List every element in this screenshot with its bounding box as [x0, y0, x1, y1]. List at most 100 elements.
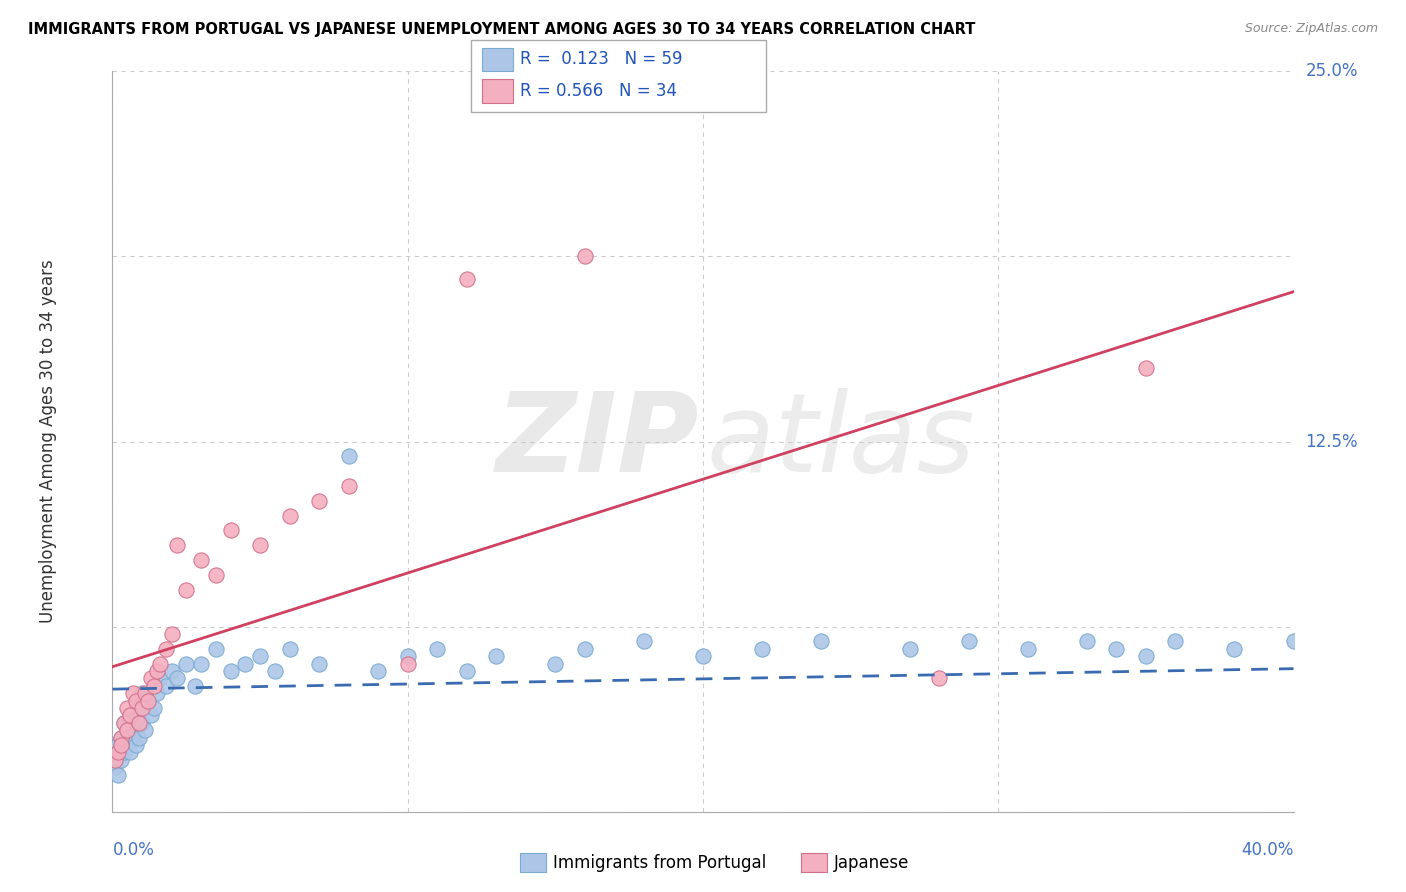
Point [122, 723, 145, 738]
Point [120, 746, 142, 760]
Text: Unemployment Among Ages 30 to 34 years: Unemployment Among Ages 30 to 34 years [38, 260, 56, 624]
Text: R =  0.123   N = 59: R = 0.123 N = 59 [520, 50, 683, 68]
Point [692, 649, 714, 664]
Point [134, 686, 156, 700]
Point [142, 679, 165, 693]
Point [131, 686, 153, 700]
Point [139, 672, 162, 686]
Point [574, 641, 596, 656]
Point [128, 715, 150, 730]
Point [120, 708, 142, 723]
Point [117, 701, 138, 715]
Point [190, 553, 212, 567]
Point [134, 723, 156, 738]
Point [146, 686, 169, 700]
Point [120, 708, 142, 723]
Point [928, 672, 950, 686]
Point [142, 701, 165, 715]
Text: 25.0%: 25.0% [1305, 62, 1358, 80]
Text: Immigrants from Portugal: Immigrants from Portugal [553, 854, 766, 871]
Point [184, 679, 207, 693]
Point [205, 567, 228, 582]
Text: ZIP: ZIP [496, 388, 699, 495]
Point [957, 634, 980, 648]
Point [1135, 360, 1157, 375]
Point [136, 694, 159, 708]
Text: 12.5%: 12.5% [1305, 433, 1358, 450]
Point [117, 723, 138, 738]
Point [485, 649, 508, 664]
Point [117, 723, 138, 738]
Point [107, 767, 129, 781]
Point [544, 657, 567, 671]
Point [110, 738, 132, 752]
Point [155, 679, 177, 693]
Point [574, 250, 596, 264]
Point [146, 664, 169, 678]
Point [131, 715, 153, 730]
Point [456, 271, 478, 285]
Point [149, 657, 172, 671]
Point [149, 672, 172, 686]
Point [131, 701, 153, 715]
Point [1105, 641, 1128, 656]
Point [751, 641, 773, 656]
Point [1282, 634, 1305, 648]
Point [1017, 641, 1039, 656]
Point [117, 738, 138, 752]
Point [396, 657, 419, 671]
Text: 40.0%: 40.0% [1241, 841, 1294, 859]
Point [112, 746, 135, 760]
Point [337, 479, 360, 493]
Point [128, 731, 150, 745]
Point [1076, 634, 1098, 648]
Point [456, 664, 478, 678]
Point [104, 760, 127, 774]
Point [633, 634, 655, 648]
Point [136, 694, 159, 708]
Point [396, 649, 419, 664]
Point [110, 753, 132, 767]
Point [337, 450, 360, 464]
Point [219, 664, 242, 678]
Point [1164, 634, 1187, 648]
Point [308, 493, 330, 508]
Point [112, 715, 135, 730]
Point [110, 731, 132, 745]
Point [139, 708, 162, 723]
Point [308, 657, 330, 671]
Point [125, 715, 148, 730]
Point [1223, 641, 1246, 656]
Text: 0.0%: 0.0% [112, 841, 155, 859]
Point [160, 664, 183, 678]
Point [122, 686, 145, 700]
Text: Japanese: Japanese [834, 854, 910, 871]
Point [249, 538, 271, 552]
Point [166, 538, 188, 552]
Point [219, 524, 242, 538]
Point [174, 582, 197, 597]
Text: R = 0.566   N = 34: R = 0.566 N = 34 [520, 82, 678, 100]
Point [104, 753, 127, 767]
Point [278, 641, 301, 656]
Point [155, 641, 177, 656]
Point [426, 641, 449, 656]
Point [128, 701, 150, 715]
Point [278, 508, 301, 523]
Point [233, 657, 256, 671]
Text: atlas: atlas [707, 388, 976, 495]
Point [367, 664, 389, 678]
Point [810, 634, 832, 648]
Point [110, 731, 132, 745]
Point [107, 738, 129, 752]
Point [190, 657, 212, 671]
Text: Source: ZipAtlas.com: Source: ZipAtlas.com [1244, 22, 1378, 36]
Point [112, 715, 135, 730]
Point [174, 657, 197, 671]
Point [107, 746, 129, 760]
Point [1135, 649, 1157, 664]
Point [264, 664, 287, 678]
Text: IMMIGRANTS FROM PORTUGAL VS JAPANESE UNEMPLOYMENT AMONG AGES 30 TO 34 YEARS CORR: IMMIGRANTS FROM PORTUGAL VS JAPANESE UNE… [28, 22, 976, 37]
Point [205, 641, 228, 656]
Point [249, 649, 271, 664]
